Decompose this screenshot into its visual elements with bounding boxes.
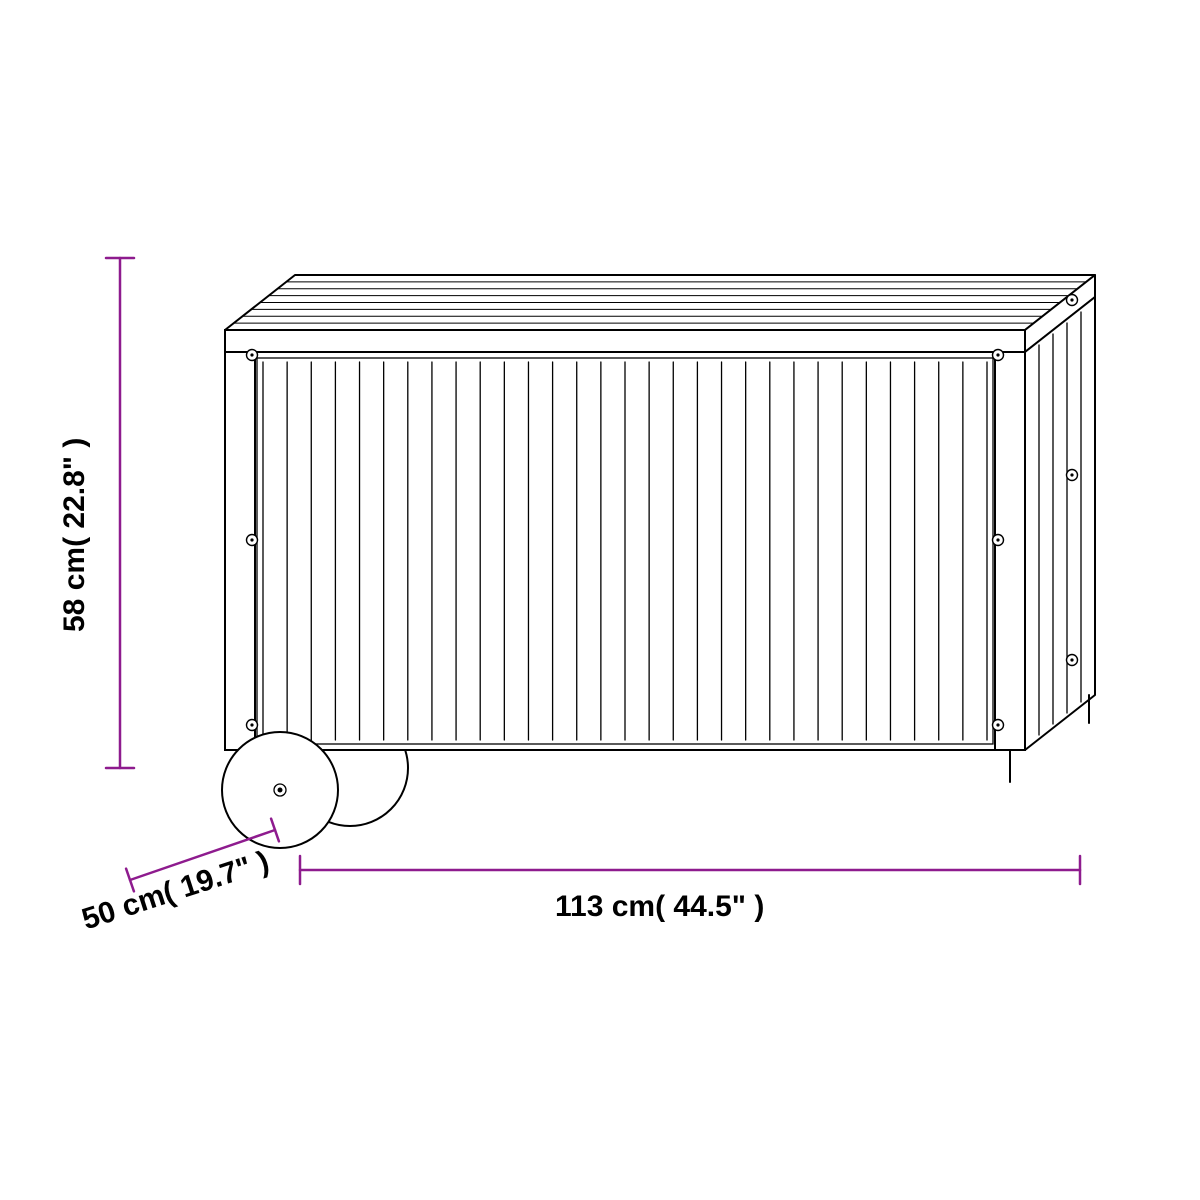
diagram-stage: { "canvas": { "w": 1200, "h": 1200, "bg"… <box>0 0 1200 1200</box>
diagram-svg <box>0 0 1200 1200</box>
dim-label-width: 113 cm( 44.5" ) <box>555 890 764 924</box>
dim-label-height: 58 cm( 22.8" ) <box>58 438 92 632</box>
